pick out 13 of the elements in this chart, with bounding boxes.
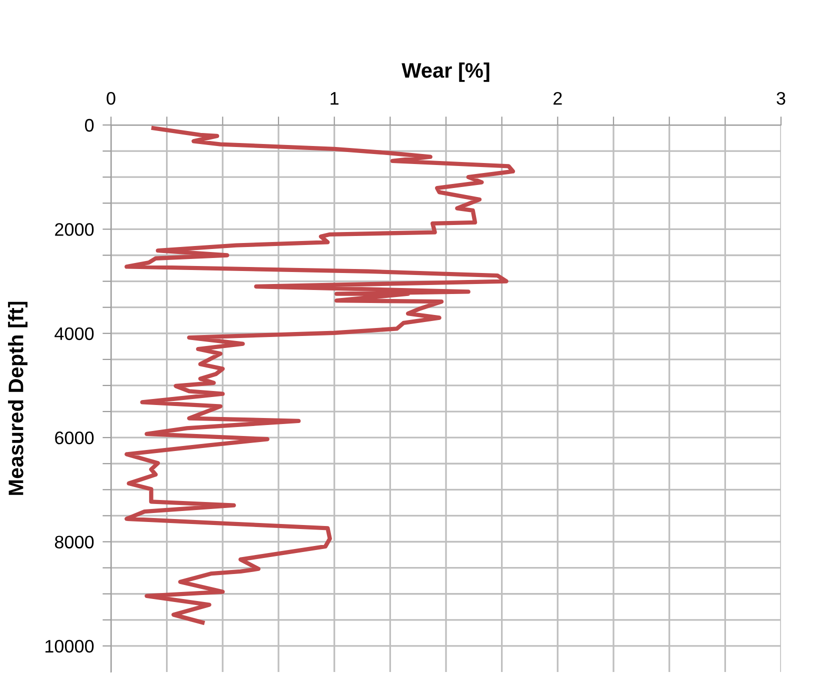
y-tick-label: 10000 bbox=[46, 640, 94, 653]
y-tick-label: 8000 bbox=[54, 536, 94, 548]
y-tick-label: 0 bbox=[85, 118, 94, 132]
x-axis-title: Wear [%] bbox=[402, 62, 490, 82]
x-tick-label: 0 bbox=[106, 92, 116, 105]
x-tick-label: 3 bbox=[776, 92, 786, 105]
y-tick-label: 2000 bbox=[55, 223, 94, 236]
y-tick-label: 4000 bbox=[54, 327, 94, 340]
x-tick-label: 1 bbox=[330, 92, 338, 105]
y-axis-title: Measured Depth [ft] bbox=[8, 302, 28, 495]
y-tick-label: 6000 bbox=[55, 432, 94, 444]
line-series bbox=[124, 126, 516, 625]
x-tick-label: 2 bbox=[554, 92, 562, 105]
